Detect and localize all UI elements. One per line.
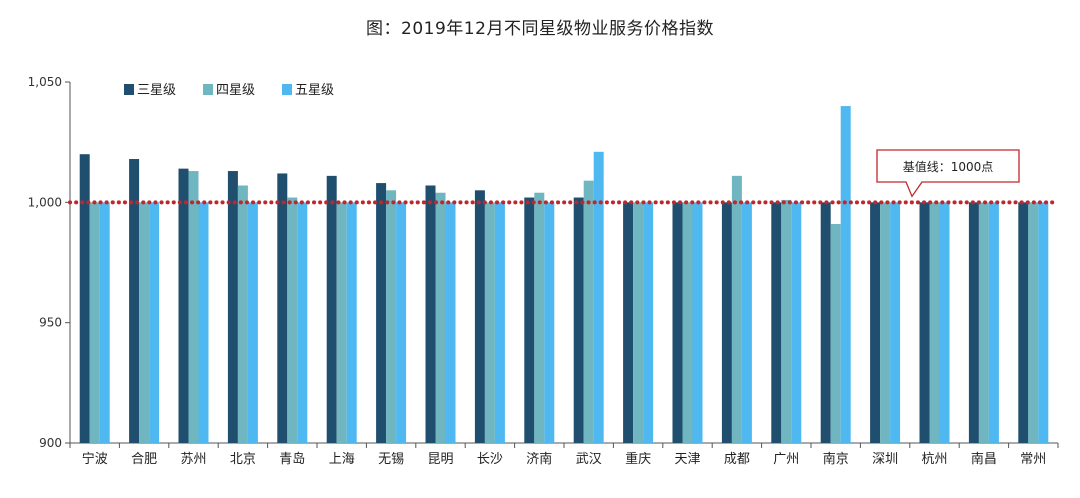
x-tick-label: 无锡 <box>378 452 404 467</box>
bar <box>820 202 831 443</box>
bar <box>89 202 100 443</box>
x-tick-label: 广州 <box>773 452 799 467</box>
bar <box>346 202 357 443</box>
bar <box>988 202 999 443</box>
bar <box>188 171 199 443</box>
x-tick-label: 济南 <box>526 451 552 467</box>
legend-label: 四星级 <box>216 83 255 98</box>
bar <box>227 171 238 443</box>
bar <box>425 185 436 443</box>
bar <box>830 223 841 443</box>
bar <box>890 202 901 443</box>
chart-legend: 三星级 四星级 五星级 <box>124 83 334 98</box>
x-tick-label: 苏州 <box>180 451 206 467</box>
x-tick-label: 常州 <box>1020 452 1046 467</box>
bar <box>237 185 248 443</box>
bar <box>593 151 604 443</box>
bar <box>672 202 683 443</box>
x-tick-label: 杭州 <box>921 452 947 467</box>
bar <box>929 202 940 443</box>
bar <box>336 202 347 443</box>
bar <box>524 197 535 443</box>
x-tick-label: 南京 <box>823 451 849 467</box>
bar <box>474 190 485 443</box>
bar <box>731 175 742 444</box>
legend-label: 五星级 <box>295 83 334 98</box>
bar <box>771 202 782 443</box>
bar <box>978 202 989 443</box>
chart-title: 图：2019年12月不同星级物业服务价格指数 <box>366 19 714 39</box>
bar <box>79 154 90 443</box>
bar <box>781 199 792 443</box>
bar <box>682 202 693 443</box>
legend-label: 三星级 <box>137 83 176 98</box>
chart-axes: 900 950 1,000 1,050 宁波 合肥 苏州 北京 青岛 上海 无锡 昆明 长沙 济南 武汉 重庆… <box>28 75 1059 467</box>
chart-bars <box>79 106 1049 444</box>
bar <box>968 202 979 443</box>
bar <box>445 202 456 443</box>
baseline-annotation-text: 基值线：1000点 <box>903 159 994 174</box>
x-tick-label: 昆明 <box>427 452 453 467</box>
bar <box>633 202 644 443</box>
bar <box>435 192 446 443</box>
bar <box>1038 202 1049 443</box>
bar <box>919 202 930 443</box>
x-tick-label: 合肥 <box>131 452 157 467</box>
y-tick-label: 1,050 <box>28 75 62 89</box>
bar <box>870 202 881 443</box>
x-tick-label: 南昌 <box>971 451 997 467</box>
bar <box>643 202 654 443</box>
x-tick-label: 天津 <box>674 452 700 467</box>
y-tick-label: 950 <box>39 316 62 330</box>
bar <box>494 202 505 443</box>
bar <box>1028 202 1039 443</box>
x-tick-label: 重庆 <box>625 451 651 467</box>
bar <box>277 173 288 443</box>
baseline-annotation: 基值线：1000点 <box>876 149 1020 198</box>
bar <box>1018 202 1029 443</box>
bar <box>484 202 495 443</box>
y-tick-label: 900 <box>39 436 62 450</box>
bar <box>791 202 802 443</box>
bar <box>534 192 545 443</box>
bar <box>544 202 555 443</box>
bar <box>623 202 634 443</box>
bar <box>287 197 298 443</box>
x-tick-label: 成都 <box>724 452 750 467</box>
bar <box>178 168 189 443</box>
bar <box>741 202 752 443</box>
bar <box>721 202 732 443</box>
bar <box>129 159 140 443</box>
bar <box>99 202 110 443</box>
bar <box>376 183 387 443</box>
x-tick-label: 北京 <box>230 452 256 467</box>
y-tick-label: 1,000 <box>28 195 62 209</box>
bar <box>583 180 594 443</box>
x-tick-label: 上海 <box>329 452 355 467</box>
bar <box>247 202 258 443</box>
x-tick-label: 青岛 <box>279 451 305 467</box>
bar <box>880 202 891 443</box>
bar <box>297 202 308 443</box>
bar <box>573 197 584 443</box>
legend-swatch <box>203 84 213 95</box>
bar <box>326 175 337 444</box>
bar <box>386 190 397 443</box>
legend-swatch <box>282 84 292 95</box>
bar <box>692 202 703 443</box>
x-tick-label: 长沙 <box>477 452 503 467</box>
bar <box>840 106 851 444</box>
bar <box>149 202 160 443</box>
bar <box>396 202 407 443</box>
x-tick-label: 宁波 <box>82 451 108 467</box>
x-tick-label: 武汉 <box>576 452 602 467</box>
legend-swatch <box>124 84 134 95</box>
baseline-annotation-box <box>876 149 1020 198</box>
bar <box>939 202 950 443</box>
bar <box>198 202 209 443</box>
bar <box>139 202 150 443</box>
x-tick-label: 深圳 <box>872 452 898 467</box>
